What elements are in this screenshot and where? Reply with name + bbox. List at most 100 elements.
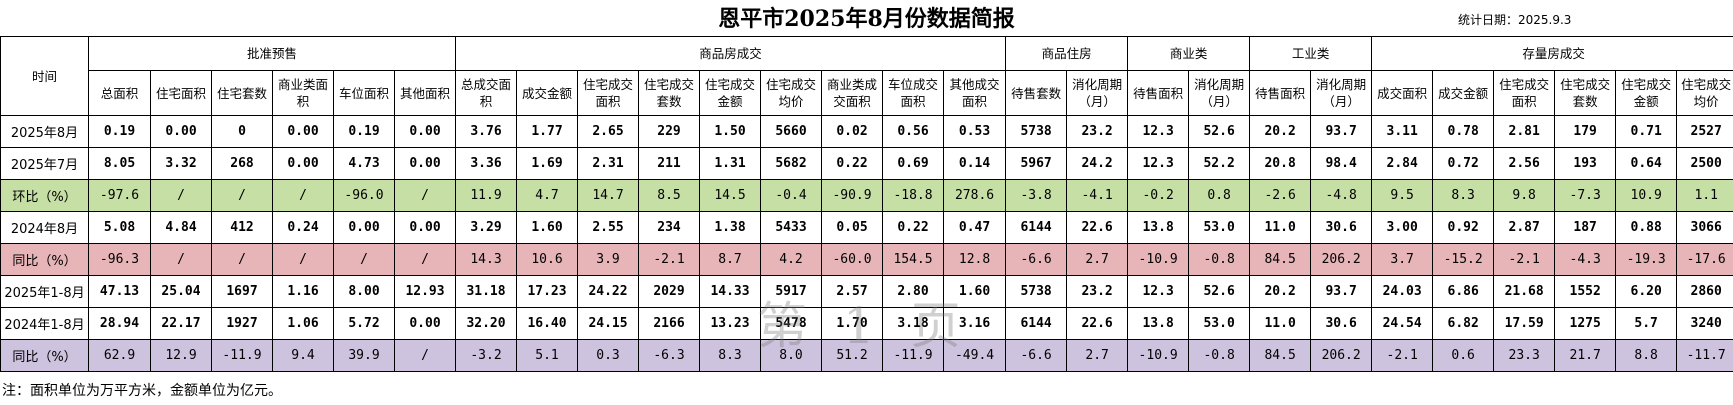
group-header-row: 时间 批准预售 商品房成交 商品住房 商业类 工业类 存量房成交 xyxy=(0,36,1733,116)
row-label: 2024年8月 xyxy=(0,211,89,244)
group-header: 商业类 xyxy=(1127,36,1251,71)
column-header: 住宅成交面积 xyxy=(1493,70,1556,116)
table-cell: -3.8 xyxy=(1005,179,1068,212)
table-cell: 28.94 xyxy=(88,307,151,340)
table-cell: 2527 xyxy=(1676,115,1733,148)
table-cell: 1.60 xyxy=(516,211,579,244)
table-cell: 1275 xyxy=(1554,307,1617,340)
table-cell: 6.86 xyxy=(1432,275,1495,308)
table-cell: -6.3 xyxy=(638,339,701,372)
table-cell: 1552 xyxy=(1554,275,1617,308)
table-cell: 2.7 xyxy=(1066,243,1129,276)
table-cell: 11.9 xyxy=(455,179,518,212)
table-cell: 12.9 xyxy=(150,339,212,372)
table-cell: 2500 xyxy=(1676,147,1733,180)
table-cell: 0 xyxy=(211,115,273,148)
table-row: 同比（%） -96.3// / //14.3 10.6 3.9 -2.1 8.7 4.2 -60.… xyxy=(0,243,1733,276)
table-cell: 2.7 xyxy=(1066,339,1129,372)
table-cell: 268 xyxy=(211,147,273,180)
table-cell: 5.08 xyxy=(88,211,151,244)
table-cell: 0.19 xyxy=(333,115,395,148)
footnote: 注：面积单位为万平方米，金额单位为亿元。 xyxy=(2,383,282,399)
column-header: 待售套数 xyxy=(1005,70,1068,116)
table-cell: 24.2 xyxy=(1066,147,1129,180)
table-cell: 24.22 xyxy=(577,275,640,308)
table-cell: 0.00 xyxy=(393,211,457,244)
column-header: 消化周期（月） xyxy=(1188,70,1251,116)
table-cell: 23.2 xyxy=(1066,115,1129,148)
table-cell: 0.92 xyxy=(1432,211,1495,244)
table-cell: 0.19 xyxy=(88,115,151,148)
table-row: 2025年8月 0.19 0.00 0 0.00 0.19 0.00 3.76 1.77 2.65… xyxy=(0,115,1733,148)
table-cell: 412 xyxy=(211,211,273,244)
table-cell: 1.60 xyxy=(943,275,1007,308)
table-cell: 4.73 xyxy=(333,147,395,180)
table-cell: -60.0 xyxy=(821,243,884,276)
table-cell: 84.5 xyxy=(1249,243,1312,276)
table-cell: 2.80 xyxy=(882,275,945,308)
column-header: 住宅成交面积 xyxy=(577,70,640,116)
table-cell: 31.18 xyxy=(455,275,518,308)
table-cell: 84.5 xyxy=(1249,339,1312,372)
table-cell: 24.54 xyxy=(1371,307,1434,340)
table-cell: 10.9 xyxy=(1615,179,1678,212)
table-cell: 6.20 xyxy=(1615,275,1678,308)
table-cell: -3.2 xyxy=(455,339,518,372)
table-cell: 0.00 xyxy=(393,307,457,340)
group-header: 工业类 xyxy=(1249,36,1373,71)
table-cell: 8.5 xyxy=(638,179,701,212)
table-cell: 2.55 xyxy=(577,211,640,244)
table-cell: 30.6 xyxy=(1310,307,1373,340)
table-cell: 17.23 xyxy=(516,275,579,308)
column-header: 住宅成交套数 xyxy=(1554,70,1617,116)
table-cell: 0.6 xyxy=(1432,339,1495,372)
table-cell: -19.3 xyxy=(1615,243,1678,276)
table-cell: 4.84 xyxy=(150,211,212,244)
table-cell: 2029 xyxy=(638,275,701,308)
table-row: 2025年7月 8.05 3.32 268 0.00 4.73 0.00 3.36 1.69 2.… xyxy=(0,147,1733,180)
table-cell: 12.3 xyxy=(1127,115,1190,148)
table-cell: 211 xyxy=(638,147,701,180)
table-cell: 5967 xyxy=(1005,147,1068,180)
table-cell: 206.2 xyxy=(1310,243,1373,276)
table-cell: 2860 xyxy=(1676,275,1733,308)
table-cell: 5.7 xyxy=(1615,307,1678,340)
column-header: 成交面积 xyxy=(1371,70,1434,116)
table-cell: -2.1 xyxy=(1371,339,1434,372)
table-cell: 1.06 xyxy=(272,307,334,340)
table-cell: 5917 xyxy=(760,275,823,308)
table-cell: 12.8 xyxy=(943,243,1007,276)
table-cell: -2.6 xyxy=(1249,179,1312,212)
table-cell: 0.88 xyxy=(1615,211,1678,244)
table-row: 同比（%） 62.9 12.9 -11.9 9.4 39.9/-3.2 5.1 0.3 -6.3… xyxy=(0,339,1733,372)
column-header: 总成交面积 xyxy=(455,70,518,116)
table-cell: 12.3 xyxy=(1127,275,1190,308)
table-cell: 179 xyxy=(1554,115,1617,148)
table-cell: 23.3 xyxy=(1493,339,1556,372)
table-cell: 0.00 xyxy=(393,147,457,180)
table-cell: 2.87 xyxy=(1493,211,1556,244)
table-cell: -96.3 xyxy=(88,243,151,276)
table-cell: 30.6 xyxy=(1310,211,1373,244)
table-cell: / xyxy=(393,339,457,372)
table-cell: 0.64 xyxy=(1615,147,1678,180)
table-cell: 206.2 xyxy=(1310,339,1373,372)
column-header: 消化周期（月） xyxy=(1310,70,1373,116)
table-row: 环比（%） -97.6// / -96.0/11.9 4.7 14.7 8.5 14.5 -0.… xyxy=(0,179,1733,212)
table-cell: 21.7 xyxy=(1554,339,1617,372)
stat-date: 统计日期：2025.9.3 xyxy=(1458,13,1572,27)
table-cell: 0.53 xyxy=(943,115,1007,148)
table-cell: 0.72 xyxy=(1432,147,1495,180)
table-cell: 8.3 xyxy=(699,339,762,372)
table-cell: -6.6 xyxy=(1005,243,1068,276)
table-cell: 0.14 xyxy=(943,147,1007,180)
table-cell: -17.6 xyxy=(1676,243,1733,276)
table-cell: -0.2 xyxy=(1127,179,1190,212)
table-cell: 62.9 xyxy=(88,339,151,372)
table-cell: 14.5 xyxy=(699,179,762,212)
table-cell: 8.00 xyxy=(333,275,395,308)
table-cell: 4.7 xyxy=(516,179,579,212)
table-cell: 53.0 xyxy=(1188,307,1251,340)
table-cell: 1697 xyxy=(211,275,273,308)
table-cell: 14.33 xyxy=(699,275,762,308)
